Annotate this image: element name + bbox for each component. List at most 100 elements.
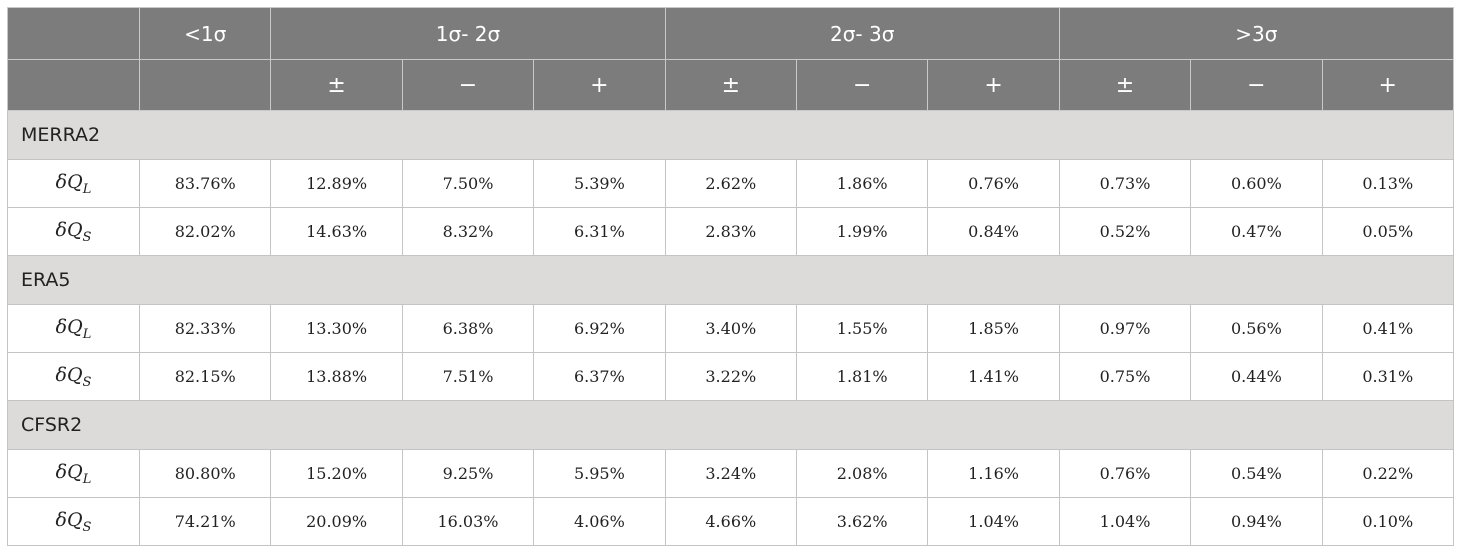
subheader-minus: − — [795, 59, 929, 111]
group-row: CFSR2 — [7, 400, 1454, 450]
subheader-plus-minus: ± — [270, 59, 403, 111]
table-cell: 13.30% — [270, 304, 403, 353]
subheader-minus: − — [401, 59, 535, 111]
table-cell: 4.06% — [533, 497, 666, 546]
data-table-container: <1σ 1σ- 2σ 2σ- 3σ >3σ ± − + ± − + ± − + … — [7, 7, 1454, 546]
subheader-minus: − — [1190, 59, 1323, 111]
table-cell: 3.22% — [664, 352, 797, 401]
group-row: ERA5 — [7, 255, 1454, 305]
table-cell: 0.44% — [1190, 352, 1323, 401]
subheader-empty — [138, 59, 272, 111]
subheader-plus-minus: ± — [1058, 59, 1192, 111]
table-cell: 1.16% — [927, 449, 1060, 498]
table-cell: 13.88% — [270, 352, 403, 401]
table-cell: 4.66% — [664, 497, 797, 546]
group-label: MERRA2 — [7, 110, 1454, 160]
table-cell: 0.73% — [1058, 159, 1192, 208]
table-cell: 82.02% — [138, 207, 272, 256]
table-cell: 8.32% — [401, 207, 535, 256]
table-cell: 82.33% — [138, 304, 272, 353]
table-cell: 7.51% — [401, 352, 535, 401]
group-label: ERA5 — [7, 255, 1454, 305]
table-cell: 0.97% — [1058, 304, 1192, 353]
subheader-plus: + — [1321, 59, 1454, 111]
table-cell: 16.03% — [401, 497, 535, 546]
table-cell: 5.39% — [533, 159, 666, 208]
table-cell: 0.47% — [1190, 207, 1323, 256]
table-cell: 9.25% — [401, 449, 535, 498]
table-cell: 0.31% — [1321, 352, 1454, 401]
row-label: δQS — [7, 207, 140, 256]
table-cell: 12.89% — [270, 159, 403, 208]
row-label: δQL — [7, 159, 140, 208]
group-row: MERRA2 — [7, 110, 1454, 160]
table-cell: 0.76% — [927, 159, 1060, 208]
table-cell: 6.37% — [533, 352, 666, 401]
table-body: MERRA2 δQL 83.76% 12.89% 7.50% 5.39% 2.62% 1.86… — [7, 110, 1454, 546]
table-cell: 3.40% — [664, 304, 797, 353]
table-cell: 0.54% — [1190, 449, 1323, 498]
table-cell: 0.41% — [1321, 304, 1454, 353]
header-row-sub: ± − + ± − + ± − + — [7, 59, 1454, 111]
table-cell: 0.52% — [1058, 207, 1192, 256]
header-row-top: <1σ 1σ- 2σ 2σ- 3σ >3σ — [7, 7, 1454, 60]
subheader-plus: + — [533, 59, 666, 111]
group-label: CFSR2 — [7, 400, 1454, 450]
table-cell: 15.20% — [270, 449, 403, 498]
table-cell: 82.15% — [138, 352, 272, 401]
table-header: <1σ 1σ- 2σ 2σ- 3σ >3σ ± − + ± − + ± − + — [7, 7, 1454, 111]
table-cell: 5.95% — [533, 449, 666, 498]
row-label: δQS — [7, 497, 140, 546]
table-cell: 2.62% — [664, 159, 797, 208]
table-row: δQS 74.21% 20.09% 16.03% 4.06% 4.66% 3.62% 1.04… — [7, 497, 1454, 546]
header-1sigma-2sigma: 1σ- 2σ — [270, 7, 666, 60]
subheader-plus-minus: ± — [664, 59, 797, 111]
table-cell: 2.83% — [664, 207, 797, 256]
table-cell: 6.92% — [533, 304, 666, 353]
table-cell: 3.62% — [795, 497, 929, 546]
table-cell: 7.50% — [401, 159, 535, 208]
table-cell: 0.10% — [1321, 497, 1454, 546]
table-cell: 0.22% — [1321, 449, 1454, 498]
table-cell: 6.31% — [533, 207, 666, 256]
table-cell: 20.09% — [270, 497, 403, 546]
table-cell: 1.04% — [927, 497, 1060, 546]
header-lt-1sigma: <1σ — [138, 7, 272, 60]
table-cell: 1.85% — [927, 304, 1060, 353]
table-cell: 0.05% — [1321, 207, 1454, 256]
table-cell: 1.04% — [1058, 497, 1192, 546]
table-cell: 3.24% — [664, 449, 797, 498]
table-cell: 83.76% — [138, 159, 272, 208]
table-cell: 1.86% — [795, 159, 929, 208]
subheader-plus: + — [927, 59, 1060, 111]
table-cell: 74.21% — [138, 497, 272, 546]
header-2sigma-3sigma: 2σ- 3σ — [664, 7, 1060, 60]
table-cell: 0.76% — [1058, 449, 1192, 498]
table-cell: 0.60% — [1190, 159, 1323, 208]
table-cell: 14.63% — [270, 207, 403, 256]
table-cell: 1.81% — [795, 352, 929, 401]
table-row: δQL 83.76% 12.89% 7.50% 5.39% 2.62% 1.86% 0.76%… — [7, 159, 1454, 208]
subheader-empty — [7, 59, 140, 111]
data-table: <1σ 1σ- 2σ 2σ- 3σ >3σ ± − + ± − + ± − + … — [7, 7, 1454, 546]
table-row: δQL 82.33% 13.30% 6.38% 6.92% 3.40% 1.55% 1.85%… — [7, 304, 1454, 353]
table-cell: 0.56% — [1190, 304, 1323, 353]
table-cell: 1.55% — [795, 304, 929, 353]
table-cell: 0.84% — [927, 207, 1060, 256]
table-cell: 6.38% — [401, 304, 535, 353]
table-row: δQS 82.02% 14.63% 8.32% 6.31% 2.83% 1.99% 0.84%… — [7, 207, 1454, 256]
table-row: δQS 82.15% 13.88% 7.51% 6.37% 3.22% 1.81% 1.41%… — [7, 352, 1454, 401]
table-cell: 0.94% — [1190, 497, 1323, 546]
row-label: δQL — [7, 304, 140, 353]
row-label: δQS — [7, 352, 140, 401]
table-cell: 0.13% — [1321, 159, 1454, 208]
row-label: δQL — [7, 449, 140, 498]
table-cell: 1.41% — [927, 352, 1060, 401]
table-cell: 0.75% — [1058, 352, 1192, 401]
header-gt-3sigma: >3σ — [1058, 7, 1454, 60]
header-corner — [7, 7, 140, 60]
table-cell: 2.08% — [795, 449, 929, 498]
table-cell: 1.99% — [795, 207, 929, 256]
table-cell: 80.80% — [138, 449, 272, 498]
table-row: δQL 80.80% 15.20% 9.25% 5.95% 3.24% 2.08% 1.16%… — [7, 449, 1454, 498]
